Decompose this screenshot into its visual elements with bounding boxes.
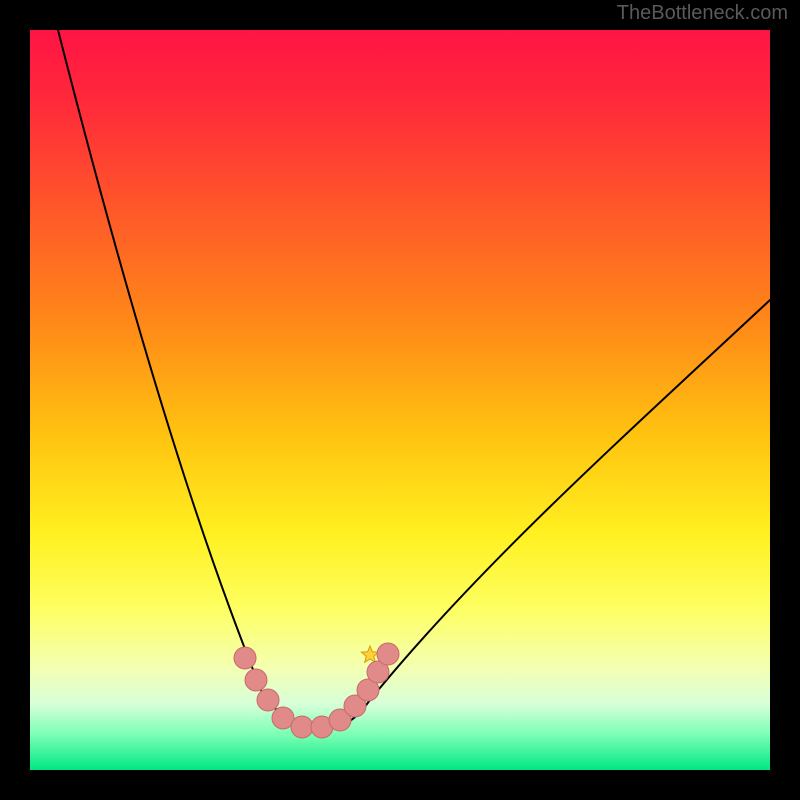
- chart-frame: TheBottleneck.com: [0, 0, 800, 800]
- chart-svg: [0, 0, 800, 800]
- watermark-text: TheBottleneck.com: [617, 2, 788, 25]
